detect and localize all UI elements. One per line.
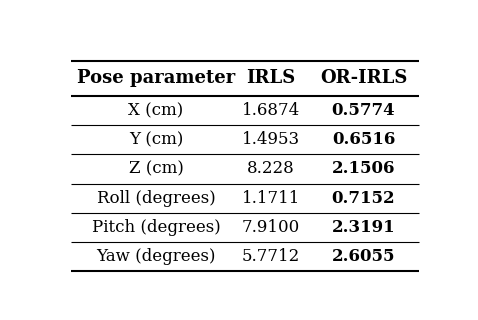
Text: 1.6874: 1.6874: [242, 102, 300, 119]
Text: 0.7152: 0.7152: [332, 189, 395, 207]
Text: 5.7712: 5.7712: [242, 248, 300, 265]
Text: 7.9100: 7.9100: [242, 219, 300, 236]
Text: X (cm): X (cm): [129, 102, 184, 119]
Text: Pose parameter: Pose parameter: [77, 69, 235, 87]
Text: Yaw (degrees): Yaw (degrees): [96, 248, 216, 265]
Text: Z (cm): Z (cm): [129, 161, 184, 178]
Text: 0.6516: 0.6516: [332, 132, 395, 148]
Text: Pitch (degrees): Pitch (degrees): [92, 219, 220, 236]
Text: 2.3191: 2.3191: [332, 219, 395, 236]
Text: 8.228: 8.228: [247, 161, 295, 178]
Text: 2.1506: 2.1506: [332, 161, 395, 178]
Text: 0.5774: 0.5774: [332, 102, 395, 119]
Text: OR-IRLS: OR-IRLS: [320, 69, 407, 87]
Text: 2.6055: 2.6055: [332, 248, 395, 265]
Text: Y (cm): Y (cm): [129, 132, 183, 148]
Text: IRLS: IRLS: [246, 69, 295, 87]
Text: 1.1711: 1.1711: [242, 189, 300, 207]
Text: Roll (degrees): Roll (degrees): [97, 189, 216, 207]
Text: 1.4953: 1.4953: [242, 132, 300, 148]
